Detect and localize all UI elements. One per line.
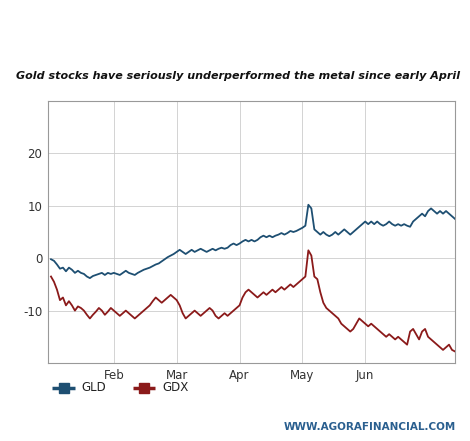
Text: Gold stocks have seriously underperformed the metal since early April: Gold stocks have seriously underperforme… [16, 71, 461, 81]
Text: WWW.AGORAFINANCIAL.COM: WWW.AGORAFINANCIAL.COM [284, 422, 456, 432]
Text: GLD: GLD [82, 381, 106, 394]
Text: The Great Divergence: The Great Divergence [8, 15, 297, 40]
Text: GDX: GDX [162, 381, 188, 394]
